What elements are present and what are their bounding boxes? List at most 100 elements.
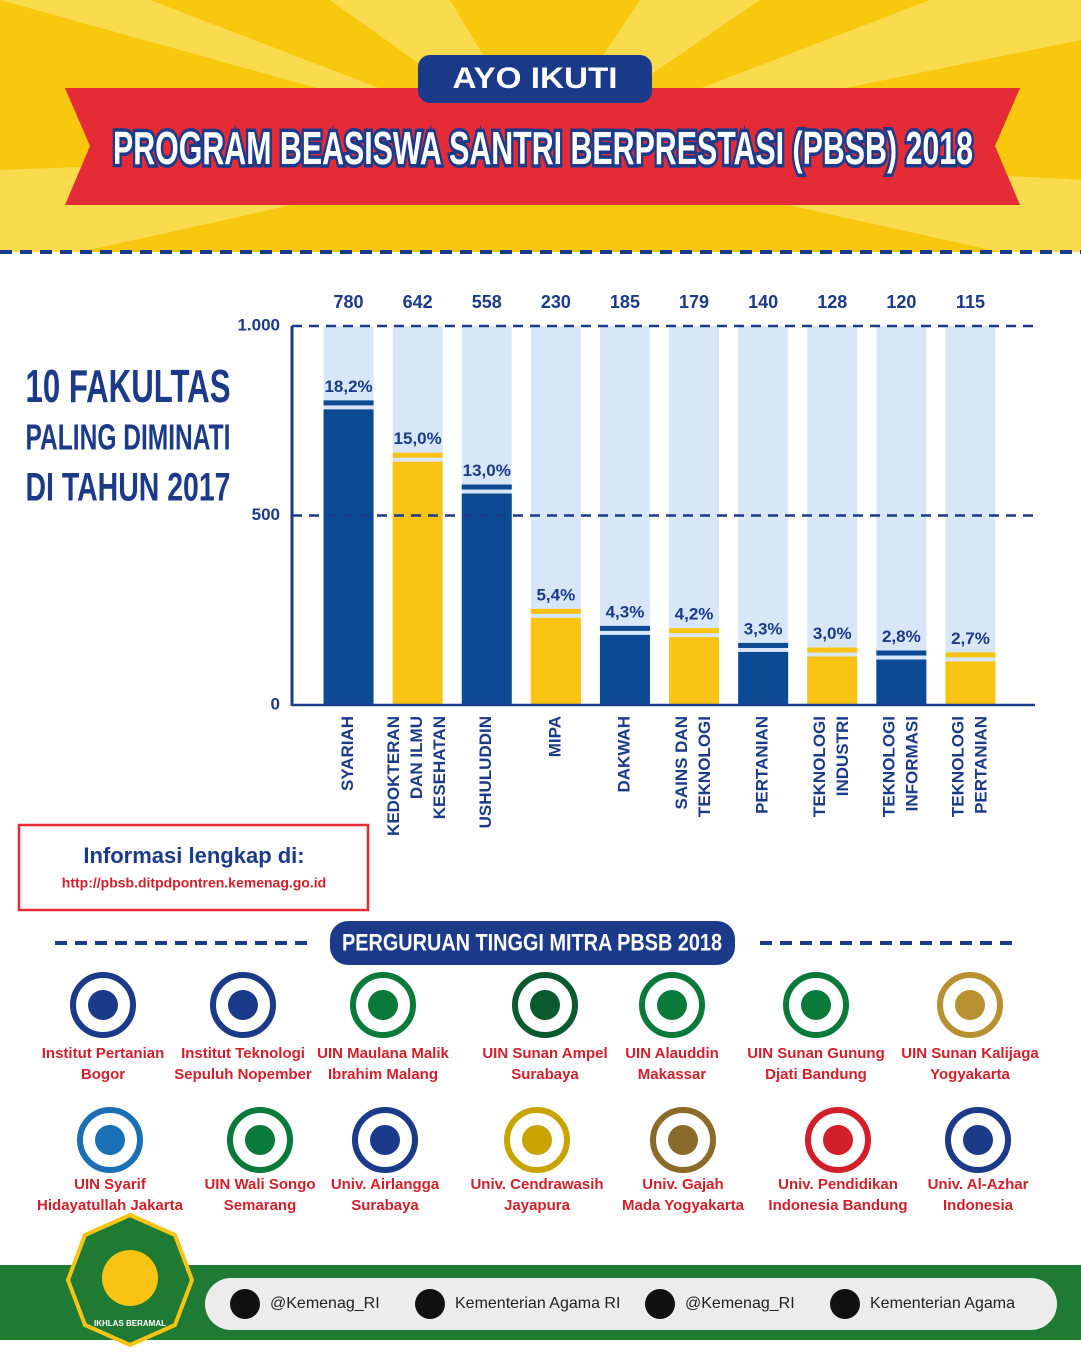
social-handle[interactable]: @Kemenag_RI — [685, 1295, 795, 1312]
value-label: 780 — [334, 292, 364, 312]
bar-cap — [807, 647, 858, 653]
value-label: 558 — [472, 292, 502, 312]
emblem-motto: IKHLAS BERAMAL — [94, 1319, 166, 1328]
partner-logo-inner — [368, 990, 398, 1020]
partner-list: Institut Pertanian Bogor Institut Teknolog… — [37, 972, 1039, 1214]
partner-name: Makassar — [638, 1066, 707, 1083]
partner-logo-inner — [245, 1125, 275, 1155]
x-tick-label: PERTANIAN — [971, 716, 990, 814]
bar — [876, 659, 927, 705]
partner-logo-inner — [88, 990, 118, 1020]
share-label: 3,3% — [744, 619, 783, 638]
bar-chart: 780 18,2% SYARIAH 642 15,0% KEDOKTERAN DAN ILM… — [237, 292, 1035, 836]
partner-name: Bogor — [81, 1066, 125, 1083]
partner-logo-inner — [963, 1125, 993, 1155]
partner-name: Univ. Gajah — [642, 1176, 723, 1193]
share-label: 18,2% — [324, 377, 372, 396]
partner-logo-inner — [370, 1125, 400, 1155]
value-label: 642 — [403, 292, 433, 312]
info-heading: Informasi lengkap di: — [83, 843, 304, 868]
share-label: 13,0% — [463, 461, 511, 480]
share-label: 5,4% — [536, 585, 575, 604]
bar — [599, 634, 650, 705]
partner-name: Jayapura — [504, 1197, 571, 1214]
bar — [461, 493, 512, 705]
partner-name: UIN Sunan Ampel — [482, 1045, 607, 1062]
section-heading: PERGURUAN TINGGI MITRA PBSB 2018 — [342, 929, 722, 956]
partner-name: UIN Wali Songo — [204, 1176, 315, 1193]
x-tick-label: DAKWAH — [614, 716, 633, 793]
value-label: 185 — [610, 292, 640, 312]
share-label: 4,2% — [675, 605, 714, 624]
share-label: 4,3% — [606, 602, 645, 621]
social-handle[interactable]: Kementerian Agama — [870, 1295, 1015, 1312]
social-icon[interactable] — [830, 1289, 860, 1319]
bar — [392, 461, 443, 705]
value-label: 128 — [817, 292, 847, 312]
value-label: 179 — [679, 292, 709, 312]
social-icon[interactable] — [415, 1289, 445, 1319]
partner-name: Univ. Airlangga — [331, 1176, 440, 1193]
share-label: 2,7% — [951, 629, 990, 648]
partner-name: Univ. Pendidikan — [778, 1176, 898, 1193]
partner-name: UIN Sunan Gunung — [747, 1045, 884, 1062]
partner-name: Indonesia — [943, 1197, 1014, 1214]
bar-cap — [669, 628, 720, 634]
bar-cap — [392, 452, 443, 458]
y-tick-label: 500 — [252, 505, 280, 524]
partner-name: Sepuluh Nopember — [174, 1066, 312, 1083]
value-label: 120 — [886, 292, 916, 312]
chart-title-line: PALING DIMINATI — [26, 417, 231, 458]
social-icon[interactable] — [230, 1289, 260, 1319]
partner-name: Mada Yogyakarta — [622, 1197, 745, 1214]
bar — [669, 637, 720, 705]
bar-track — [738, 326, 789, 705]
partner-name: Ibrahim Malang — [328, 1066, 438, 1083]
section-pill — [330, 921, 735, 965]
x-tick-label: TEKNOLOGI — [879, 716, 898, 817]
bar-track — [876, 326, 927, 705]
y-tick-label: 0 — [271, 694, 280, 713]
bar-cap — [530, 608, 581, 614]
partner-name: Univ. Al-Azhar — [928, 1176, 1029, 1193]
x-tick-label: TEKNOLOGI — [810, 716, 829, 817]
emblem: IKHLAS BERAMAL — [65, 1212, 195, 1348]
partner-name: Univ. Cendrawasih — [470, 1176, 603, 1193]
partner-name: UIN Maulana Malik — [317, 1045, 449, 1062]
info-url[interactable]: http://pbsb.ditpdpontren.kemenag.go.id — [62, 875, 326, 891]
badge-text: AYO IKUTI — [453, 62, 618, 95]
partner-logo-inner — [657, 990, 687, 1020]
bar-cap — [876, 650, 927, 656]
y-tick-label: 1.000 — [237, 315, 280, 334]
partner-logo-inner — [522, 1125, 552, 1155]
x-tick-label: USHULUDDIN — [476, 716, 495, 828]
x-tick-label: TEKNOLOGI — [948, 716, 967, 817]
x-tick-label: SAINS DAN — [672, 716, 691, 810]
partner-logo-inner — [530, 990, 560, 1020]
partner-name: Institut Teknologi — [181, 1045, 305, 1062]
bar-cap — [323, 400, 374, 406]
x-tick-label: KEDOKTERAN — [384, 716, 403, 836]
partner-name: Surabaya — [351, 1197, 419, 1214]
x-tick-label: SYARIAH — [338, 716, 357, 791]
x-tick-label: MIPA — [545, 716, 564, 757]
x-tick-label: PERTANIAN — [753, 716, 772, 814]
social-handle[interactable]: Kementerian Agama RI — [455, 1295, 620, 1312]
partner-name: Hidayatullah Jakarta — [37, 1197, 184, 1214]
bar-cap — [461, 484, 512, 490]
partner-name: Surabaya — [511, 1066, 579, 1083]
social-handle[interactable]: @Kemenag_RI — [270, 1295, 380, 1312]
bar-cap — [599, 625, 650, 631]
bar — [945, 661, 996, 705]
bar-cap — [945, 652, 996, 658]
partner-logo-inner — [228, 990, 258, 1020]
bar — [323, 409, 374, 705]
social-icon[interactable] — [645, 1289, 675, 1319]
chart-title-line: 10 FAKULTAS — [26, 360, 231, 412]
partner-name: Institut Pertanian — [42, 1045, 165, 1062]
partner-name: UIN Syarif — [74, 1176, 147, 1193]
partner-name: Indonesia Bandung — [768, 1197, 907, 1214]
partner-name: Yogyakarta — [930, 1066, 1010, 1083]
social-links: @Kemenag_RI Kementerian Agama RI @Kemenag_… — [230, 1289, 1015, 1319]
